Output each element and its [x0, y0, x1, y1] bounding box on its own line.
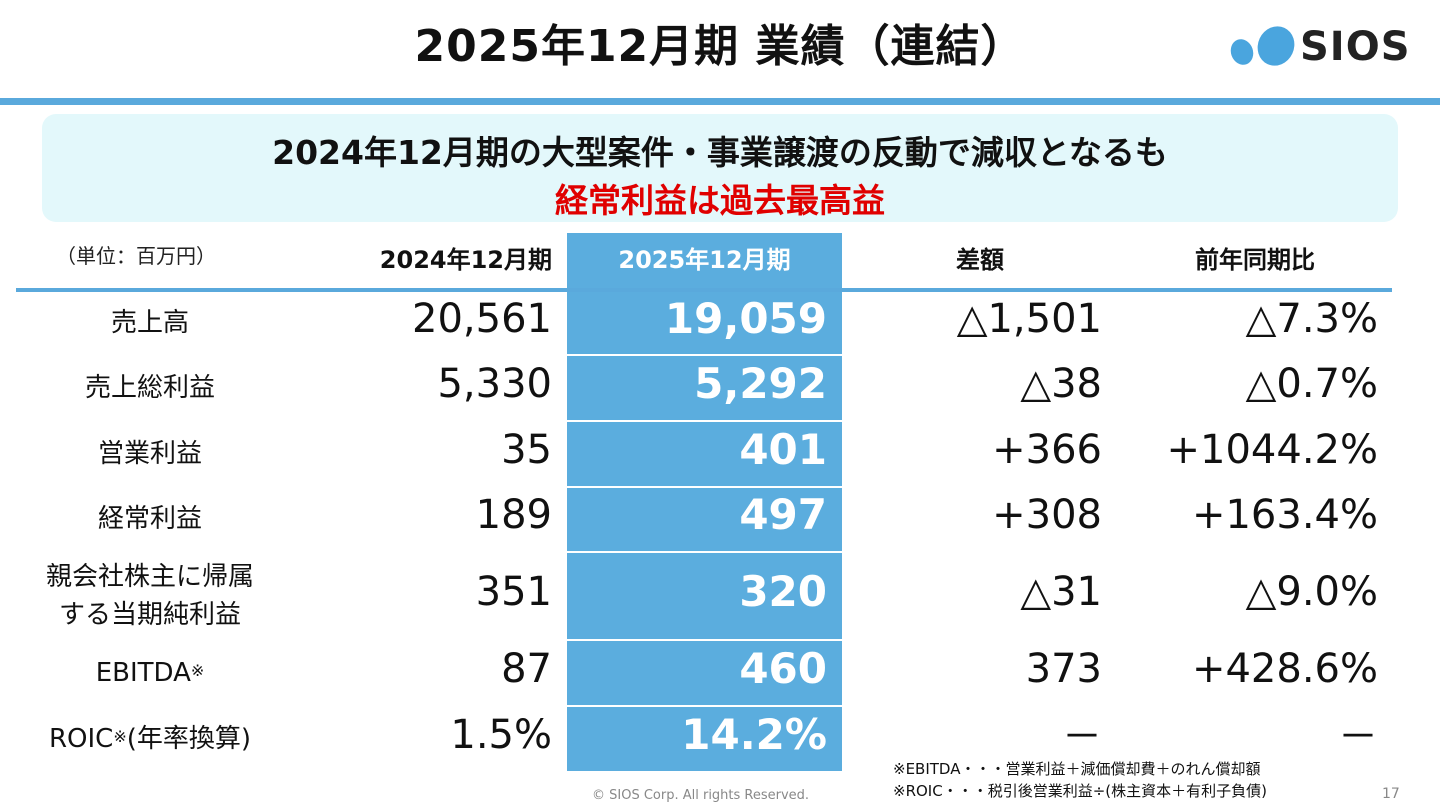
value-current: 5,292: [694, 359, 827, 408]
value-prev: 20,561: [412, 296, 552, 342]
header-prev-period: 2024年12月期: [379, 246, 552, 274]
value-difference: △38: [1020, 361, 1102, 407]
row-label-line: 親会社株主に帰属: [45, 562, 254, 592]
value-current: 19,059: [664, 294, 827, 343]
value-yoy: +163.4%: [1191, 492, 1378, 538]
brand-name: SIOS: [1300, 24, 1411, 70]
unit-label: （単位：百万円）: [56, 244, 216, 268]
row-label-gross-profit: 売上総利益: [84, 373, 215, 403]
page-number: 17: [1382, 786, 1400, 802]
value-yoy: △0.7%: [1245, 361, 1378, 407]
footnote-mark: ※: [190, 661, 205, 680]
value-prev: 35: [501, 427, 552, 473]
footnote-mark: ※: [113, 727, 127, 746]
footnote-roic: ※ROIC・・・税引後営業利益÷(株主資本＋有利子負債): [893, 782, 1267, 800]
slide-title: 2025年12月期 業績（連結）: [414, 21, 1026, 72]
value-yoy: +1044.2%: [1166, 427, 1378, 473]
column-separator: [567, 705, 842, 707]
column-separator: [567, 486, 842, 488]
row-label-net-sales: 売上高: [110, 308, 189, 338]
column-separator: [567, 354, 842, 356]
row-label-text: ROIC: [48, 724, 114, 754]
value-yoy: +428.6%: [1191, 646, 1378, 692]
header-yoy: 前年同期比: [1195, 246, 1315, 274]
title-divider: [0, 98, 1440, 105]
row-label-ordinary-profit: 経常利益: [97, 504, 202, 534]
value-prev: 87: [501, 646, 552, 692]
banner-headline: 2024年12月期の大型案件・事業譲渡の反動で減収となるも: [272, 133, 1168, 172]
header-difference: 差額: [956, 246, 1004, 274]
value-difference: △31: [1020, 569, 1102, 615]
value-current: 14.2%: [681, 710, 827, 759]
value-difference: －: [1062, 714, 1102, 760]
copyright-notice: © SIOS Corp. All rights Reserved.: [592, 788, 810, 803]
current-period-column: [567, 233, 842, 771]
row-label-net-income: 親会社株主に帰属 する当期純利益: [0, 558, 300, 634]
row-label-roic: ROIC※(年率換算): [0, 720, 300, 758]
value-yoy: △9.0%: [1245, 569, 1378, 615]
value-difference: 373: [1025, 646, 1102, 692]
value-current: 497: [739, 490, 827, 539]
value-difference: △1,501: [956, 296, 1102, 342]
value-difference: +308: [992, 492, 1102, 538]
value-yoy: －: [1338, 714, 1378, 760]
summary-banner: 2024年12月期の大型案件・事業譲渡の反動で減収となるも 経常利益は過去最高益: [42, 114, 1398, 222]
row-label-suffix: (年率換算): [126, 724, 252, 754]
row-label-text: EBITDA: [95, 658, 191, 688]
value-prev: 5,330: [437, 361, 552, 407]
column-separator: [567, 551, 842, 553]
footnotes: ※EBITDA・・・営業利益＋減価償却費＋のれん償却額 ※ROIC・・・税引後営…: [893, 758, 1267, 802]
banner-highlight: 経常利益は過去最高益: [555, 181, 885, 220]
header-divider: [16, 288, 1392, 292]
row-label-operating-profit: 営業利益: [97, 439, 202, 469]
footnote-ebitda: ※EBITDA・・・営業利益＋減価償却費＋のれん償却額: [893, 760, 1261, 778]
value-difference: +366: [992, 427, 1102, 473]
value-prev: 351: [475, 569, 552, 615]
column-separator: [567, 639, 842, 641]
value-current: 401: [739, 425, 827, 474]
sios-logo-icon: [1230, 26, 1295, 66]
row-label-ebitda: EBITDA※: [0, 654, 300, 692]
value-prev: 189: [475, 492, 552, 538]
value-yoy: △7.3%: [1245, 296, 1378, 342]
row-label-line: する当期純利益: [58, 600, 241, 630]
header-current-period: 2025年12月期: [618, 246, 791, 274]
value-current: 460: [739, 644, 827, 693]
column-separator: [567, 420, 842, 422]
value-prev: 1.5%: [450, 712, 552, 758]
value-current: 320: [739, 567, 827, 616]
